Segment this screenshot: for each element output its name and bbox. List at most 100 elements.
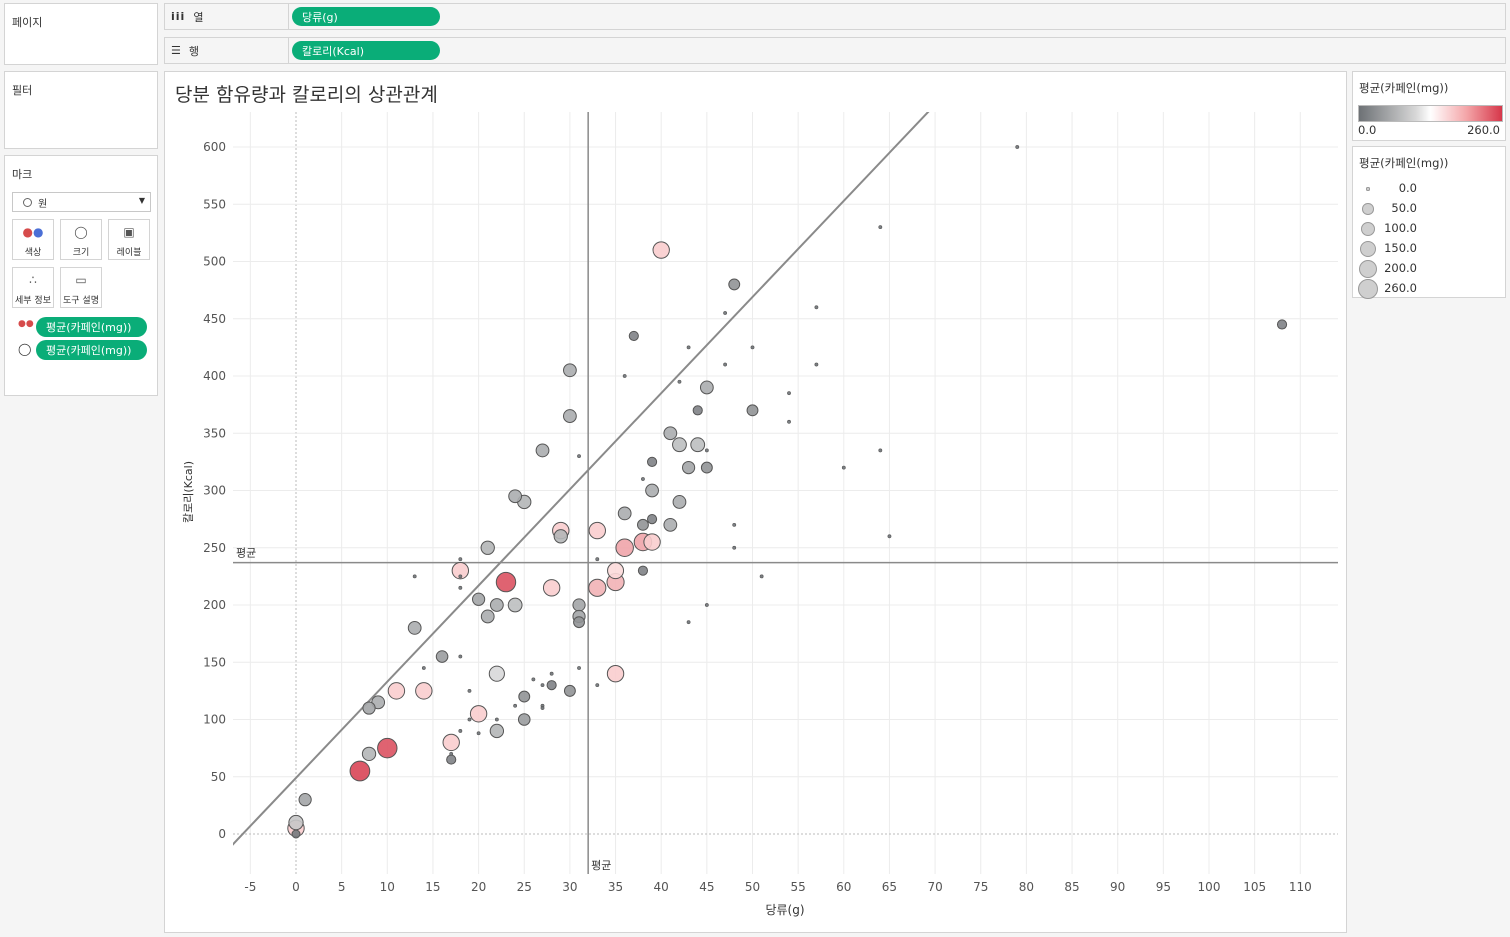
data-point[interactable] <box>595 683 600 688</box>
data-point[interactable] <box>387 682 406 700</box>
data-point[interactable] <box>814 305 819 310</box>
data-point[interactable] <box>535 443 550 458</box>
size-legend-item[interactable]: 200.0 <box>1353 259 1503 279</box>
data-point[interactable] <box>681 460 696 475</box>
data-point[interactable] <box>563 363 577 378</box>
data-point[interactable] <box>489 723 505 739</box>
data-point[interactable] <box>549 671 554 676</box>
data-point[interactable] <box>628 330 639 342</box>
size-legend-item[interactable]: 0.0 <box>1353 179 1503 199</box>
data-point[interactable] <box>732 522 737 527</box>
data-point[interactable] <box>577 666 581 670</box>
data-point[interactable] <box>553 529 568 544</box>
data-point[interactable] <box>415 682 433 700</box>
data-point[interactable] <box>588 521 606 540</box>
label-button[interactable]: ▣ 레이블 <box>108 219 150 260</box>
data-point[interactable] <box>349 760 371 782</box>
filters-card[interactable]: 필터 <box>4 71 158 149</box>
data-point[interactable] <box>615 538 634 557</box>
color-field-pill[interactable]: 평균(카페인(mg)) <box>36 317 147 337</box>
data-point[interactable] <box>723 311 728 315</box>
data-point[interactable] <box>704 448 709 453</box>
data-point[interactable] <box>469 705 488 723</box>
data-point[interactable] <box>288 814 304 831</box>
data-point[interactable] <box>723 362 728 367</box>
data-point[interactable] <box>645 483 659 498</box>
data-point[interactable] <box>814 362 819 367</box>
data-point[interactable] <box>563 684 576 697</box>
data-point[interactable] <box>298 793 312 807</box>
data-point[interactable] <box>878 448 883 453</box>
data-point[interactable] <box>489 598 504 612</box>
data-point[interactable] <box>488 665 505 682</box>
data-point[interactable] <box>759 574 764 579</box>
data-point[interactable] <box>451 561 470 580</box>
columns-pill[interactable]: 당류(g) <box>292 7 440 26</box>
data-point[interactable] <box>746 404 759 417</box>
data-point[interactable] <box>542 579 561 597</box>
data-point[interactable] <box>494 717 499 722</box>
data-point[interactable] <box>663 426 678 441</box>
data-point[interactable] <box>652 241 670 259</box>
data-point[interactable] <box>607 562 625 580</box>
data-point[interactable] <box>435 650 449 663</box>
data-point[interactable] <box>641 477 645 481</box>
data-point[interactable] <box>572 598 586 612</box>
tooltip-button[interactable]: ▭ 도구 설명 <box>60 267 102 308</box>
data-point[interactable] <box>449 751 454 756</box>
size-legend-item[interactable]: 150.0 <box>1353 239 1503 259</box>
data-point[interactable] <box>458 574 463 579</box>
data-point[interactable] <box>646 514 658 525</box>
columns-shelf[interactable]: iii 열 당류(g) <box>164 3 1506 30</box>
mark-type-dropdown[interactable]: 원 ▼ <box>12 192 151 212</box>
data-point[interactable] <box>878 225 883 230</box>
data-point[interactable] <box>672 495 687 509</box>
size-legend-item[interactable]: 100.0 <box>1353 219 1503 239</box>
size-field-pill[interactable]: 평균(카페인(mg)) <box>36 340 147 360</box>
data-point[interactable] <box>531 677 536 682</box>
data-point[interactable] <box>291 829 301 839</box>
data-point[interactable] <box>646 456 658 467</box>
data-point[interactable] <box>700 461 713 474</box>
data-point[interactable] <box>841 465 846 470</box>
data-point[interactable] <box>467 688 472 693</box>
data-point[interactable] <box>507 597 523 613</box>
data-point[interactable] <box>471 592 486 606</box>
data-point[interactable] <box>643 533 661 551</box>
data-point[interactable] <box>1276 319 1288 330</box>
data-point[interactable] <box>467 717 472 722</box>
data-point[interactable] <box>637 565 649 576</box>
data-point[interactable] <box>622 374 627 378</box>
data-point[interactable] <box>421 666 426 670</box>
data-point[interactable] <box>588 578 607 597</box>
data-point[interactable] <box>677 379 682 384</box>
data-point[interactable] <box>412 574 417 579</box>
data-point[interactable] <box>480 609 495 624</box>
data-point[interactable] <box>672 437 687 453</box>
size-legend-item[interactable]: 260.0 <box>1353 279 1503 299</box>
data-point[interactable] <box>458 729 463 733</box>
data-point[interactable] <box>690 437 706 453</box>
data-point[interactable] <box>480 540 495 555</box>
trend-line[interactable] <box>232 72 1337 846</box>
rows-shelf[interactable]: ☰ 행 칼로리(Kcal) <box>164 37 1506 64</box>
data-point[interactable] <box>692 405 703 416</box>
rows-pill[interactable]: 칼로리(Kcal) <box>292 41 440 60</box>
data-point[interactable] <box>476 731 481 736</box>
data-point[interactable] <box>446 754 457 765</box>
data-point[interactable] <box>546 680 557 691</box>
detail-button[interactable]: ∴ 세부 정보 <box>12 267 54 308</box>
data-point[interactable] <box>728 278 741 291</box>
color-button[interactable]: ●● 색상 <box>12 219 54 260</box>
data-point[interactable] <box>887 534 892 539</box>
data-point[interactable] <box>663 517 678 532</box>
data-point[interactable] <box>458 557 463 562</box>
data-point[interactable] <box>577 454 581 459</box>
data-point[interactable] <box>458 654 463 659</box>
pages-card[interactable]: 페이지 <box>4 3 158 65</box>
data-point[interactable] <box>563 409 577 423</box>
data-point[interactable] <box>595 557 600 562</box>
data-point[interactable] <box>442 733 460 752</box>
data-point[interactable] <box>787 419 791 424</box>
data-point[interactable] <box>686 620 691 625</box>
